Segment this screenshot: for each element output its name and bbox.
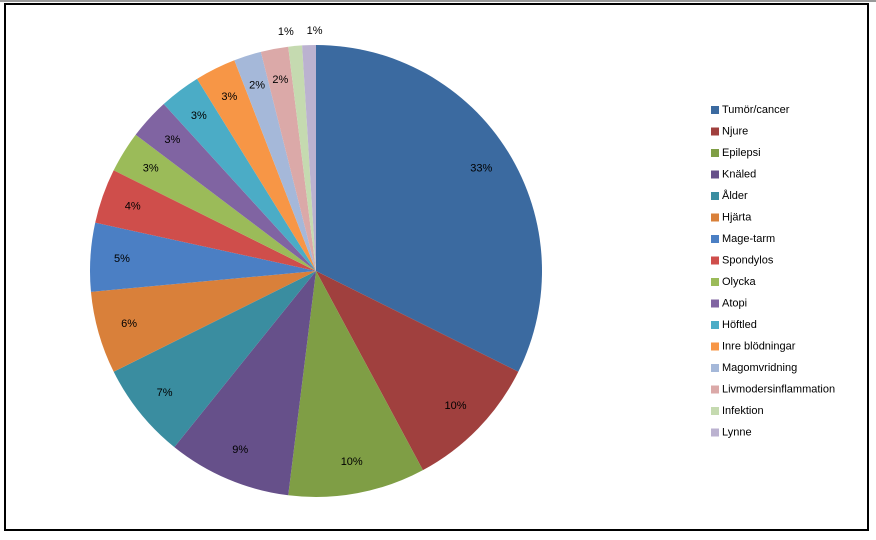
pie-slice xyxy=(113,134,316,271)
data-label: 33% xyxy=(470,163,492,175)
legend-swatch xyxy=(711,428,719,437)
pie-slice xyxy=(234,51,316,271)
pie-slice xyxy=(95,170,317,271)
legend-swatch xyxy=(711,278,719,286)
data-label: 7% xyxy=(157,387,173,399)
legend-swatch xyxy=(711,256,719,265)
data-label: 10% xyxy=(341,456,363,468)
legend-label: Hjärta xyxy=(722,211,752,223)
legend-label: Livmodersinflammation xyxy=(722,383,835,395)
data-label: 10% xyxy=(445,400,467,412)
pie-slice xyxy=(288,271,423,497)
legend-label: Olycka xyxy=(722,276,757,288)
legend-swatch xyxy=(711,149,719,157)
legend-swatch xyxy=(711,106,719,114)
legend-label: Magomvridning xyxy=(722,362,797,374)
legend-swatch xyxy=(711,235,719,243)
legend-swatch xyxy=(711,364,719,372)
pie-slice xyxy=(89,222,316,292)
data-label: 5% xyxy=(114,253,130,265)
data-label: 3% xyxy=(143,163,159,175)
legend-label: Höftled xyxy=(722,319,757,331)
legend-label: Knäled xyxy=(722,168,756,180)
legend-label: Spondylos xyxy=(722,254,774,266)
legend-swatch xyxy=(711,170,719,179)
data-label: 6% xyxy=(121,318,137,330)
legend-swatch xyxy=(711,321,719,329)
data-label: 9% xyxy=(232,444,248,456)
data-label: 3% xyxy=(221,91,237,103)
data-label: 3% xyxy=(164,134,180,146)
legend-swatch xyxy=(711,299,719,308)
legend-swatch xyxy=(711,127,719,136)
pie-slice xyxy=(316,45,542,372)
legend-label: Mage-tarm xyxy=(722,233,775,245)
pie-slice xyxy=(135,103,316,272)
legend-swatch xyxy=(711,213,719,222)
legend-swatch xyxy=(711,385,719,394)
legend-label: Ålder xyxy=(722,189,748,202)
pie-slice xyxy=(163,78,316,272)
data-label: 4% xyxy=(125,200,141,212)
pie-slice xyxy=(113,271,316,448)
legend-label: Epilepsi xyxy=(722,147,761,159)
legend-label: Njure xyxy=(722,125,748,137)
data-label: 3% xyxy=(191,110,207,122)
legend-label: Infektion xyxy=(722,405,764,417)
data-label: 2% xyxy=(249,80,265,92)
pie-slice xyxy=(197,60,316,271)
legend-label: Tumör/cancer xyxy=(722,104,790,116)
pie-slice xyxy=(288,45,316,271)
pie-slice xyxy=(174,271,316,496)
pie-slice xyxy=(316,271,519,471)
legend-swatch xyxy=(711,407,719,415)
pie-slice xyxy=(302,45,316,271)
legend-swatch xyxy=(711,342,719,351)
data-label: 1% xyxy=(278,26,294,38)
pie-slice xyxy=(260,46,316,271)
data-label: 1% xyxy=(307,25,323,37)
pie-slice xyxy=(90,271,316,372)
legend-label: Atopi xyxy=(722,297,747,309)
legend-label: Lynne xyxy=(722,426,752,438)
data-label: 2% xyxy=(272,74,288,86)
legend-label: Inre blödningar xyxy=(722,340,796,352)
legend-swatch xyxy=(711,192,719,200)
